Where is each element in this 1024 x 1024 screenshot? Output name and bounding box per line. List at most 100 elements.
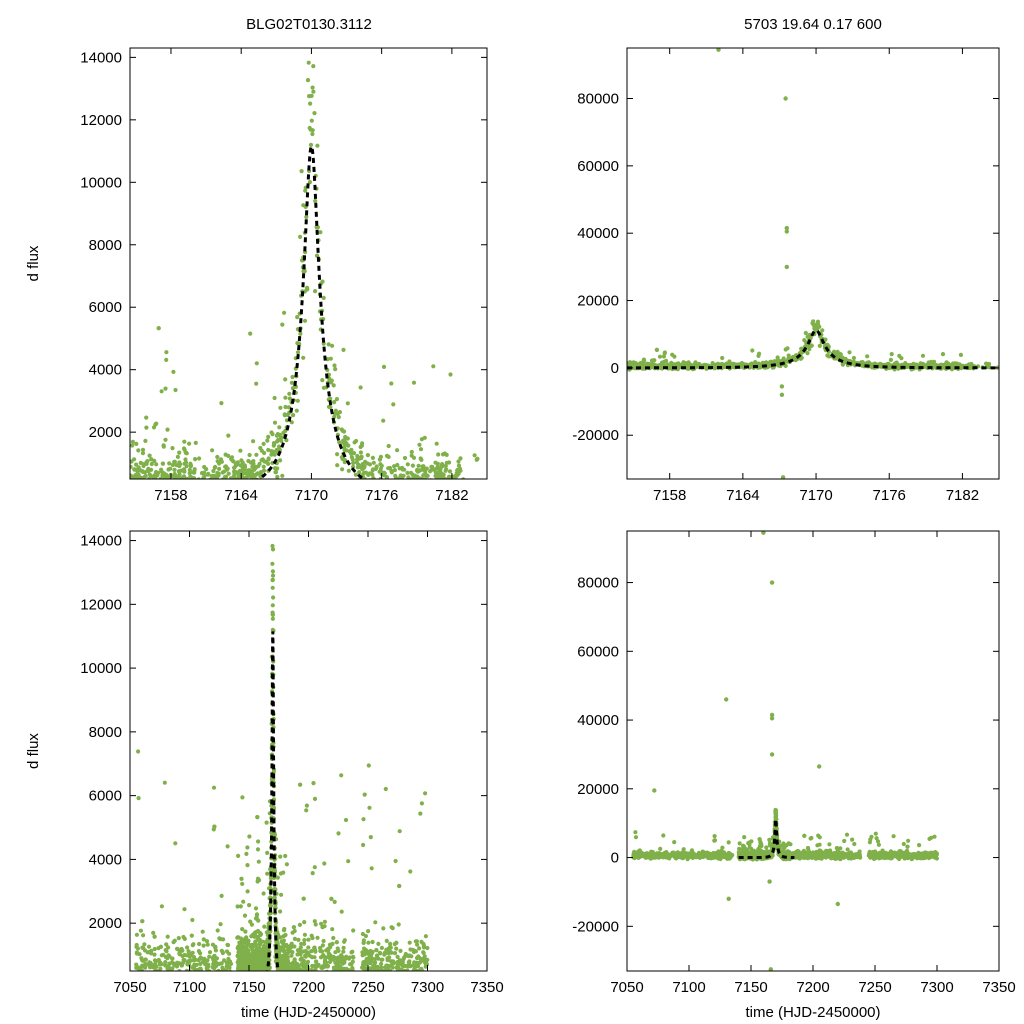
data-point — [444, 467, 449, 472]
data-point — [422, 482, 426, 486]
data-point — [330, 957, 336, 962]
data-point — [320, 279, 325, 284]
data-point — [201, 943, 206, 948]
data-point — [134, 491, 138, 495]
data-point — [366, 973, 370, 977]
data-point — [223, 984, 227, 988]
observation-points — [627, 48, 999, 479]
data-point — [221, 967, 226, 971]
data-point — [130, 464, 133, 469]
data-point — [170, 956, 175, 962]
data-point — [253, 972, 257, 976]
data-point — [165, 427, 170, 432]
data-point — [385, 971, 389, 975]
observation-points — [631, 531, 940, 971]
data-point — [145, 484, 149, 488]
observation-points — [134, 543, 430, 1003]
data-point — [378, 481, 382, 485]
data-point — [225, 942, 230, 948]
data-point — [211, 468, 216, 474]
data-point — [401, 507, 405, 511]
data-point — [262, 974, 266, 978]
data-point — [208, 972, 212, 976]
data-point — [897, 353, 902, 358]
data-point — [366, 972, 370, 976]
data-point — [256, 973, 260, 977]
data-point — [263, 972, 267, 976]
data-point — [826, 354, 832, 359]
data-point — [137, 467, 142, 473]
data-point — [234, 482, 238, 486]
data-point — [483, 490, 487, 494]
data-point — [676, 361, 681, 366]
data-point — [304, 951, 309, 956]
data-point — [351, 928, 356, 933]
data-point — [817, 343, 822, 348]
data-point — [270, 561, 275, 566]
data-point — [741, 362, 746, 367]
data-point — [220, 470, 225, 475]
data-point — [242, 966, 248, 971]
data-point — [141, 488, 145, 492]
plot-frame — [129, 47, 488, 480]
data-point — [279, 983, 283, 987]
y-tick-label: 40000 — [577, 225, 619, 242]
data-point — [221, 937, 226, 942]
data-point — [132, 467, 137, 472]
data-point — [283, 966, 288, 971]
data-point — [426, 483, 430, 487]
data-point — [367, 972, 371, 976]
data-point — [382, 974, 386, 978]
data-point — [264, 971, 268, 975]
data-point — [132, 457, 137, 462]
data-point — [168, 466, 173, 471]
data-point — [417, 946, 422, 951]
data-point — [421, 498, 425, 502]
data-point — [277, 974, 281, 978]
data-point — [164, 942, 169, 947]
data-point — [254, 480, 258, 484]
data-point — [198, 486, 202, 490]
data-point — [278, 957, 283, 962]
data-point — [242, 959, 247, 964]
data-point — [268, 903, 273, 908]
data-point — [267, 966, 272, 971]
data-point — [396, 922, 401, 927]
data-point — [204, 501, 208, 505]
data-point — [291, 413, 296, 418]
data-point — [403, 484, 407, 488]
data-point — [337, 978, 341, 982]
data-point — [292, 936, 297, 942]
data-point — [278, 960, 283, 965]
data-point — [282, 975, 286, 979]
data-point — [285, 975, 289, 979]
data-point — [362, 973, 366, 977]
data-point — [433, 460, 438, 465]
data-point — [265, 981, 269, 985]
data-point — [281, 975, 285, 979]
data-point — [220, 978, 224, 982]
data-point — [187, 471, 192, 476]
data-point — [266, 929, 271, 934]
data-point — [402, 485, 406, 489]
data-point — [314, 253, 320, 258]
data-point — [419, 966, 424, 971]
data-point — [131, 485, 135, 489]
data-point — [433, 470, 438, 475]
data-point — [380, 481, 384, 485]
data-point — [212, 824, 217, 829]
data-point — [302, 920, 307, 925]
data-point — [174, 946, 180, 951]
data-point — [248, 972, 252, 976]
data-point — [250, 970, 252, 971]
data-point — [156, 972, 160, 976]
data-point — [322, 919, 327, 924]
data-point — [651, 358, 656, 363]
data-point — [279, 985, 283, 989]
data-point — [403, 500, 407, 504]
data-point — [215, 454, 220, 460]
data-point — [253, 906, 259, 911]
data-point — [377, 457, 382, 462]
data-point — [284, 999, 288, 1003]
data-point — [345, 436, 350, 441]
